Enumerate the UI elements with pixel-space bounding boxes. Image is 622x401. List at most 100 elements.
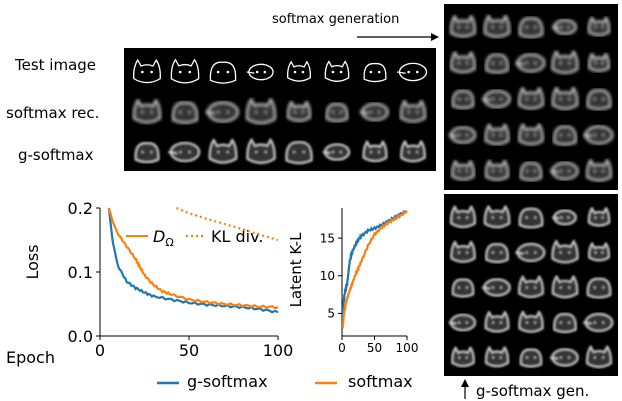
softmax-generated-thumbnail	[582, 7, 616, 43]
softmax-generated-thumbnail	[548, 7, 582, 43]
loss-series-g-softmax-solid	[107, 207, 279, 314]
reconstruction-thumbnail	[242, 130, 280, 170]
g-softmax-generated-thumbnail	[480, 198, 514, 233]
g-softmax-generated-thumbnail	[514, 198, 548, 233]
bottom-legend-label-g-softmax: g-softmax	[187, 372, 268, 391]
softmax-generated-thumbnail	[582, 115, 616, 151]
latent-kl-y-axis-label: Latent K-L	[287, 232, 305, 307]
reconstruction-thumbnail	[166, 130, 204, 170]
reconstruction-thumbnail	[280, 90, 318, 130]
reconstruction-thumbnail	[394, 130, 432, 170]
softmax-generated-thumbnail	[446, 151, 480, 187]
g-softmax-generation-arrow	[461, 379, 469, 399]
softmax-generated-thumbnail	[446, 7, 480, 43]
g-softmax-generated-thumbnail	[480, 303, 514, 338]
loss-y-axis-label: Loss	[23, 244, 42, 279]
latent-kl-x-tick-label: 50	[367, 341, 382, 355]
g-softmax-generated-thumbnail	[480, 268, 514, 303]
reconstruction-thumbnail	[204, 130, 242, 170]
reconstruction-thumbnail	[356, 130, 394, 170]
softmax-generated-thumbnail	[548, 43, 582, 79]
softmax-generated-thumbnail	[548, 79, 582, 115]
g-softmax-generated-thumbnail	[582, 268, 616, 303]
g-softmax-generated-thumbnail	[480, 338, 514, 373]
softmax-generated-thumbnail	[514, 79, 548, 115]
softmax-generated-thumbnail	[446, 43, 480, 79]
reconstruction-image-grid	[124, 48, 436, 171]
reconstruction-thumbnail	[242, 90, 280, 130]
reconstruction-thumbnail	[204, 90, 242, 130]
g-softmax-generated-thumbnail	[480, 233, 514, 268]
softmax-generation-label: softmax generation	[272, 12, 400, 27]
loss-y-tick-label: 0.1	[68, 263, 93, 282]
latent-kl-series-g-softmax-solid	[342, 209, 408, 321]
softmax-generated-thumbnail	[480, 43, 514, 79]
loss-series-softmax-dotted	[176, 206, 279, 242]
reconstruction-thumbnail	[394, 50, 432, 90]
latent-kl-y-tick-label: 10	[320, 269, 335, 283]
reconstruction-thumbnail	[280, 50, 318, 90]
g-softmax-generated-thumbnail	[582, 338, 616, 373]
softmax-generated-thumbnail	[514, 7, 548, 43]
reconstruction-thumbnail	[242, 50, 280, 90]
loss-y-tick-label: 0.2	[68, 199, 93, 218]
softmax-generated-thumbnail	[514, 115, 548, 151]
g-softmax-generated-thumbnail	[582, 233, 616, 268]
latent-kl-x-tick-label: 100	[396, 341, 419, 355]
g-softmax-generated-thumbnail	[446, 338, 480, 373]
softmax-generated-thumbnail	[446, 115, 480, 151]
g-softmax-generated-thumbnail	[514, 338, 548, 373]
reconstruction-thumbnail	[318, 90, 356, 130]
loss-y-tick-label: 0.0	[68, 327, 93, 346]
loss-series-softmax-solid	[107, 207, 279, 310]
reconstruction-thumbnail	[128, 50, 166, 90]
latent-kl-axes: 0 50 100 5 10 15	[320, 208, 419, 355]
loss-x-tick-label: 100	[263, 341, 294, 360]
g-softmax-generated-thumbnail	[446, 268, 480, 303]
softmax-generated-thumbnail	[582, 151, 616, 187]
g-softmax-generated-thumbnail	[446, 233, 480, 268]
g-softmax-generated-thumbnail	[548, 268, 582, 303]
latent-kl-series-softmax-solid	[342, 210, 408, 329]
loss-x-tick-label: 0	[95, 341, 105, 360]
bottom-legend-line-g-softmax	[157, 381, 179, 385]
g-softmax-generated-thumbnail	[582, 303, 616, 338]
g-softmax-generated-thumbnail	[548, 233, 582, 268]
row-label-g-softmax: g-softmax	[18, 146, 94, 164]
loss-x-tick-label: 50	[179, 341, 199, 360]
g-softmax-generated-thumbnail	[514, 268, 548, 303]
g-softmax-generated-thumbnail	[548, 198, 582, 233]
loss-chart: 0 50 100 0.0 0.1 0.2 Loss Epoch DΩ KL div.	[6, 199, 294, 367]
loss-x-axis-label: Epoch	[6, 348, 55, 367]
softmax-generated-thumbnail	[582, 79, 616, 115]
row-label-softmax-rec: softmax rec.	[6, 104, 100, 122]
reconstruction-thumbnail	[128, 90, 166, 130]
legend-label-kl-div: KL div.	[211, 227, 263, 246]
softmax-generation-grid	[444, 4, 618, 190]
bottom-legend-line-softmax	[315, 381, 337, 385]
softmax-generated-thumbnail	[548, 115, 582, 151]
bottom-legend-label-softmax: softmax	[348, 372, 413, 391]
loss-legend: DΩ KL div.	[126, 227, 263, 249]
latent-kl-y-tick-label: 5	[327, 307, 335, 321]
latent-kl-y-tick-label: 15	[320, 231, 335, 245]
g-softmax-generated-thumbnail	[548, 303, 582, 338]
reconstruction-thumbnail	[318, 50, 356, 90]
latent-kl-x-tick-label: 0	[338, 341, 346, 355]
loss-chart-axes: 0 50 100 0.0 0.1 0.2	[68, 199, 294, 360]
g-softmax-generated-thumbnail	[582, 198, 616, 233]
reconstruction-thumbnail	[394, 90, 432, 130]
g-softmax-generated-thumbnail	[514, 303, 548, 338]
g-softmax-generated-thumbnail	[548, 338, 582, 373]
g-softmax-generated-thumbnail	[446, 303, 480, 338]
g-softmax-generation-grid	[444, 194, 618, 376]
reconstruction-thumbnail	[166, 50, 204, 90]
reconstruction-thumbnail	[128, 130, 166, 170]
bottom-legend: g-softmax softmax	[156, 372, 426, 394]
reconstruction-thumbnail	[204, 50, 242, 90]
softmax-generated-thumbnail	[582, 43, 616, 79]
softmax-generation-arrow	[357, 33, 439, 41]
softmax-generated-thumbnail	[548, 151, 582, 187]
softmax-generated-thumbnail	[514, 43, 548, 79]
softmax-generated-thumbnail	[514, 151, 548, 187]
